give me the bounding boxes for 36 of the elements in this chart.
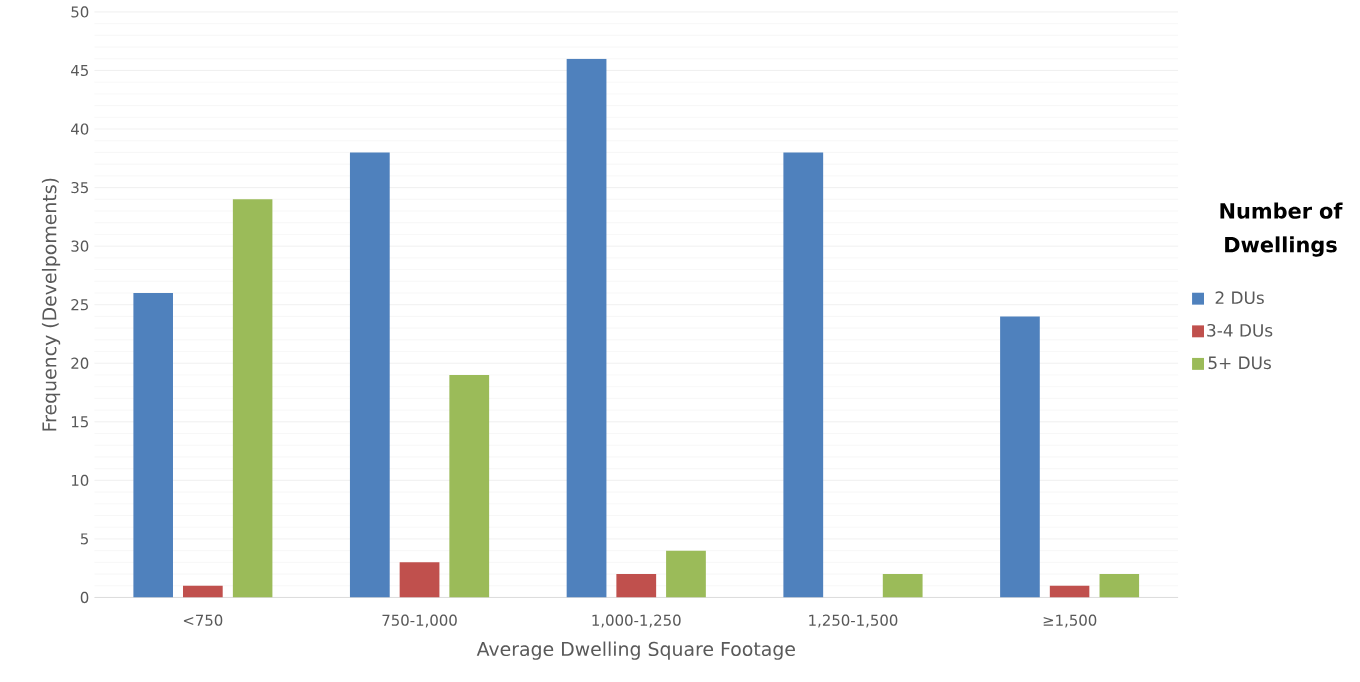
y-tick-label: 50: [71, 6, 89, 18]
bar: [449, 374, 490, 598]
x-tick-label: 1,000-1,250: [592, 614, 681, 628]
y-tick-label: 40: [71, 123, 89, 135]
bar: [1049, 585, 1090, 598]
bar: [1099, 574, 1140, 598]
bar: [616, 574, 657, 598]
bar: [399, 562, 440, 598]
bar: [783, 152, 824, 598]
legend-title: Number of Dwellings: [1220, 202, 1343, 257]
bar: [882, 574, 923, 598]
y-tick-label: 5: [80, 533, 88, 545]
bar: [182, 585, 223, 598]
x-tick-label: 750-1,000: [382, 614, 457, 628]
bar: [666, 550, 706, 598]
y-tick-label: 25: [71, 299, 88, 311]
bar: [349, 152, 390, 598]
y-tick-label: 45: [71, 64, 88, 77]
y-tick-label: 15: [71, 416, 88, 428]
x-tick-label: 1,250-1,500: [809, 614, 898, 628]
x-tick-label: ≥1,500: [1043, 614, 1097, 628]
y-tick-label: 35: [71, 181, 88, 194]
bar: [1000, 316, 1040, 598]
y-tick-label: 20: [71, 357, 89, 369]
y-axis-title: Frequency (Develpoments): [41, 178, 61, 431]
legend-label: 5+ DUs: [1208, 356, 1271, 370]
y-tick-label: 0: [80, 591, 89, 604]
bar: [566, 58, 607, 598]
bar: [133, 292, 173, 598]
legend-label: 2 DUs: [1215, 291, 1264, 305]
legend-label: 3-4 DUs: [1207, 323, 1273, 337]
y-tick-label: 30: [71, 240, 89, 252]
x-axis-title: Average Dwelling Square Footage: [476, 641, 795, 660]
x-tick-label: <750: [183, 614, 223, 626]
bar: [232, 199, 273, 598]
y-tick-label: 10: [71, 474, 89, 487]
